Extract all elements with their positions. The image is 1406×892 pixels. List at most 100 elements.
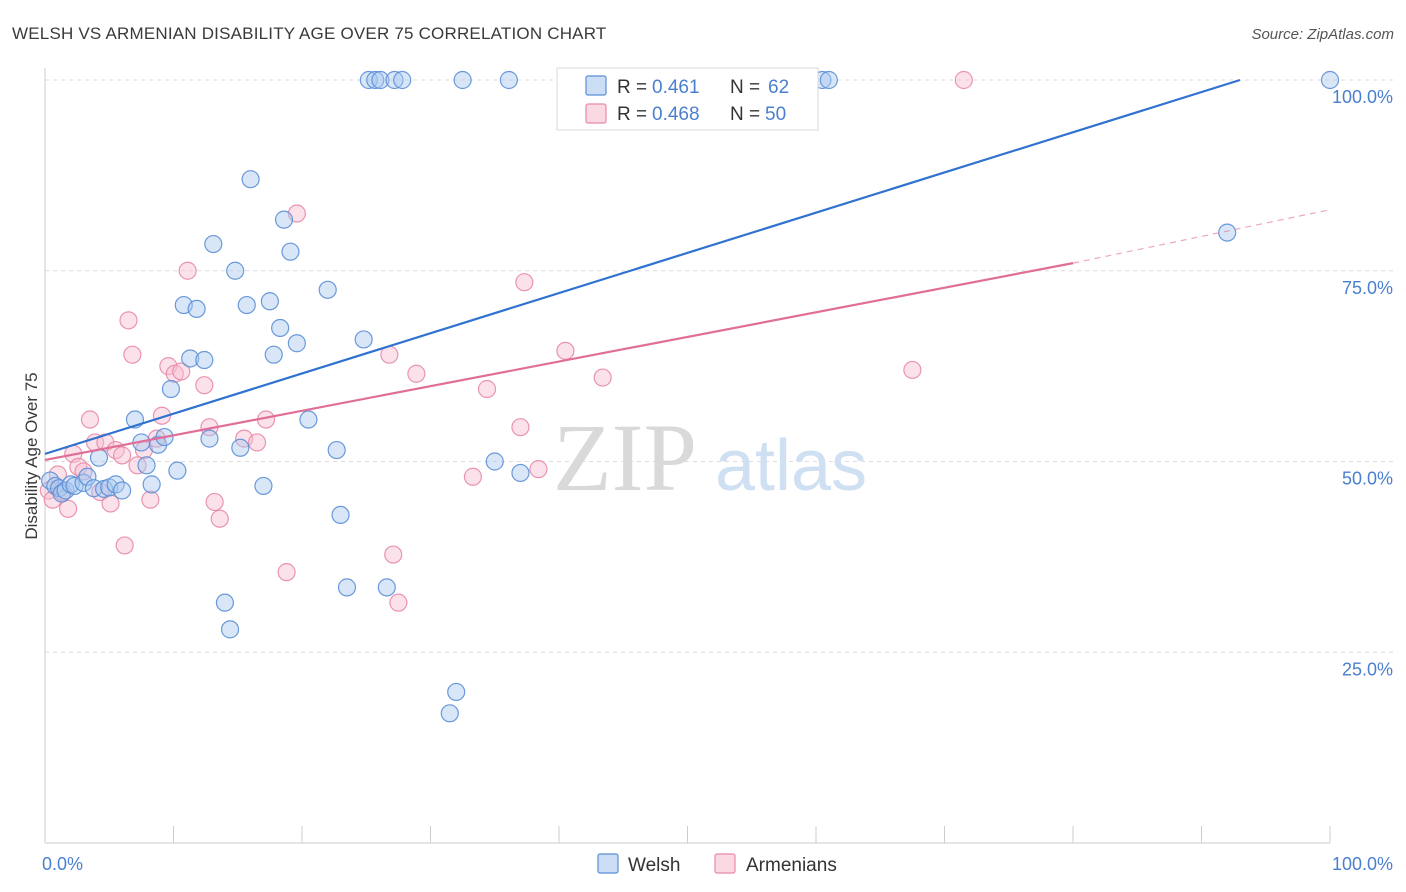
welsh-point xyxy=(237,295,256,315)
armenians-points xyxy=(39,70,973,612)
welsh-point xyxy=(385,70,404,90)
armenian-point xyxy=(178,261,197,280)
armenian-point xyxy=(141,490,160,509)
armenian-point xyxy=(195,376,214,395)
welsh-point xyxy=(371,70,390,90)
armenian-point xyxy=(529,460,548,479)
welsh-point xyxy=(264,345,283,364)
welsh-r-value: 0.461 xyxy=(652,77,700,98)
armenian-point xyxy=(115,536,134,555)
welsh-point xyxy=(137,456,156,475)
welsh-point xyxy=(281,242,300,261)
welsh-point xyxy=(181,349,200,368)
welsh-point xyxy=(819,70,838,90)
welsh-point xyxy=(485,452,504,471)
series-legend: Welsh Armenians xyxy=(597,853,837,876)
armenian-point xyxy=(112,446,132,465)
armenian-point xyxy=(407,364,426,383)
armenian-point xyxy=(477,379,497,399)
welsh-trend-line xyxy=(44,78,1241,455)
welsh-legend-swatch xyxy=(585,75,607,96)
axes xyxy=(44,68,1331,844)
welsh-point xyxy=(331,505,350,525)
armenian-point xyxy=(556,341,575,360)
armenian-point xyxy=(210,509,229,528)
welsh-point xyxy=(226,261,245,280)
welsh-point xyxy=(168,461,187,480)
armenian-point xyxy=(903,360,922,380)
armenian-point xyxy=(119,311,138,330)
chart-title: WELSH VS ARMENIAN DISABILITY AGE OVER 75… xyxy=(12,24,606,43)
y-tick-label: 75.0% xyxy=(1342,278,1393,298)
welsh-point xyxy=(453,70,472,90)
welsh-point xyxy=(142,475,161,494)
armenian-point xyxy=(43,490,62,509)
armenian-point xyxy=(511,418,530,437)
armenian-point xyxy=(593,368,612,387)
welsh-point xyxy=(366,70,385,90)
armenian-legend-swatch xyxy=(585,103,607,124)
armenian-trend-extension xyxy=(1072,209,1331,264)
welsh-point xyxy=(195,350,214,370)
grid-lines xyxy=(45,79,1395,653)
welsh-point xyxy=(499,70,518,90)
watermark-atlas: atlas xyxy=(715,426,867,506)
x-tick-labels: 0.0% 100.0% xyxy=(42,854,1393,874)
welsh-point xyxy=(393,70,412,90)
welsh-point xyxy=(231,438,250,457)
armenian-point xyxy=(463,467,483,486)
welsh-series-label: Welsh xyxy=(628,855,680,876)
welsh-point xyxy=(200,429,219,448)
y-tick-label: 100.0% xyxy=(1332,87,1393,107)
welsh-point xyxy=(274,210,294,229)
armenian-series-swatch xyxy=(714,853,736,874)
stats-legend: R = 0.461 N = 62 R = 0.468 N = 50 xyxy=(556,67,819,131)
armenian-point xyxy=(80,410,100,429)
welsh-point xyxy=(254,476,273,496)
welsh-point xyxy=(161,379,181,399)
armenian-point xyxy=(59,499,78,518)
y-tick-label: 25.0% xyxy=(1342,659,1393,679)
y-axis-label: Disability Age Over 75 xyxy=(22,372,41,539)
welsh-point xyxy=(1218,223,1237,242)
welsh-point xyxy=(327,440,346,460)
welsh-point xyxy=(148,435,168,454)
welsh-points xyxy=(41,70,1340,723)
welsh-point xyxy=(440,704,459,723)
welsh-point xyxy=(187,299,206,318)
armenian-point xyxy=(389,593,408,612)
welsh-point xyxy=(78,467,97,486)
welsh-point xyxy=(511,463,530,483)
armenian-point xyxy=(205,492,224,512)
welsh-point xyxy=(260,292,279,311)
armenian-series-label: Armenians xyxy=(746,855,837,876)
armenian-trend-line xyxy=(44,262,1074,462)
welsh-point xyxy=(299,410,318,429)
welsh-point xyxy=(112,481,132,500)
chart-source: Source: ZipAtlas.com xyxy=(1251,26,1394,43)
x-tick-label: 100.0% xyxy=(1332,854,1393,874)
armenian-n-label: N = xyxy=(730,104,760,125)
welsh-point xyxy=(377,578,396,597)
armenian-point xyxy=(384,545,403,564)
welsh-point xyxy=(354,330,373,349)
watermark-zip: ZIP xyxy=(553,404,697,511)
armenian-r-value: 0.468 xyxy=(652,104,700,125)
armenian-point xyxy=(172,362,191,381)
welsh-n-label: N = xyxy=(730,77,760,98)
welsh-point xyxy=(318,280,337,299)
welsh-point xyxy=(271,318,290,338)
y-tick-label: 50.0% xyxy=(1342,469,1393,489)
armenian-point xyxy=(515,273,534,292)
welsh-point xyxy=(204,234,223,254)
welsh-point xyxy=(215,593,234,612)
welsh-point xyxy=(241,170,260,189)
armenian-point xyxy=(123,345,142,364)
welsh-r-label: R = xyxy=(617,77,647,98)
welsh-point xyxy=(447,682,466,702)
welsh-point xyxy=(84,479,103,498)
trend-lines xyxy=(44,78,1331,462)
welsh-point xyxy=(337,578,357,597)
welsh-point xyxy=(220,620,240,639)
